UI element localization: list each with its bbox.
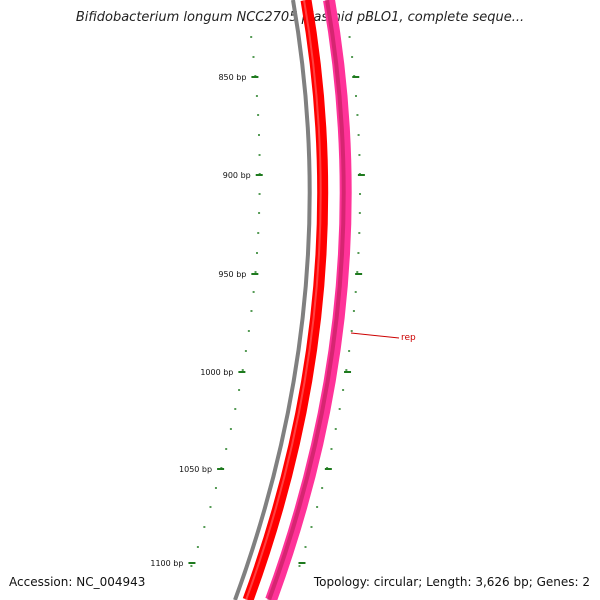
tick-label: 1100 bp (150, 559, 183, 568)
reverse-strand-shadow (267, 0, 346, 600)
forward-strand-highlight (245, 0, 322, 600)
backbone-track (233, 0, 312, 600)
tick-label: 850 bp (218, 73, 246, 82)
tick-label: 1050 bp (179, 465, 212, 474)
tick-label: 900 bp (223, 171, 251, 180)
map-title: Bifidobacterium longum NCC2705 plasmid p… (75, 10, 525, 25)
sequence-summary: Topology: circular; Length: 3,626 bp; Ge… (313, 575, 590, 589)
accession-label: Accession: NC_004943 (9, 575, 146, 589)
rep-feature-label[interactable]: rep (401, 333, 416, 343)
tick-layer: 850 bp 900 bp 950 bp 1000 bp 1050 bp 1100 bp (150, 36, 365, 568)
forward-strand-track (242, 0, 329, 600)
tick-label: 1000 bp (200, 368, 233, 377)
feature-layer: rep (350, 332, 416, 343)
track-layer (233, 0, 352, 600)
tick-label: 950 bp (218, 270, 246, 279)
rep-feature-leader (350, 332, 400, 339)
